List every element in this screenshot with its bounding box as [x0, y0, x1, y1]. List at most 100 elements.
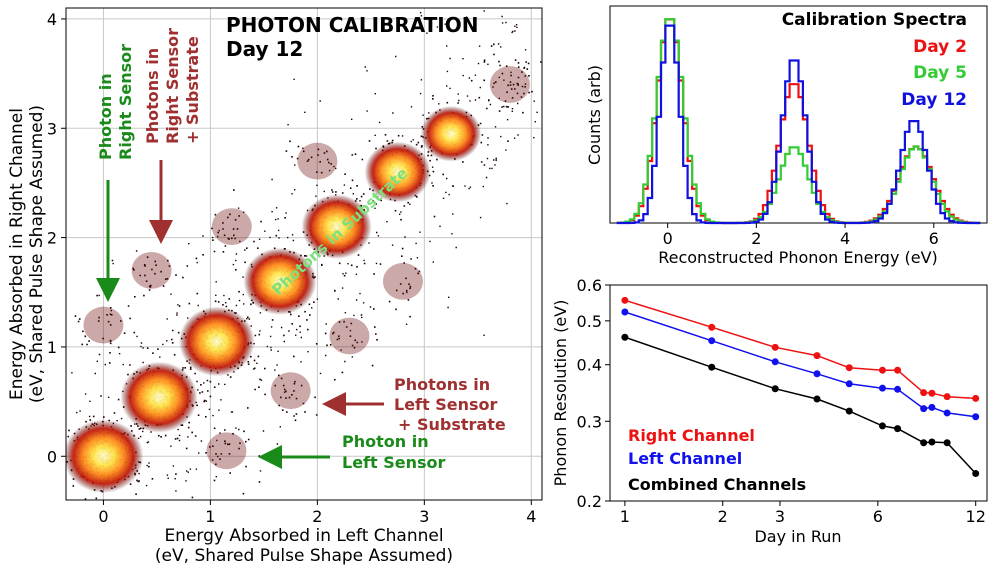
resolution-point-left-channel	[878, 384, 886, 392]
spectra-xtick-label: 2	[751, 229, 761, 248]
scatter-xtick-label: 2	[312, 507, 322, 526]
scatter-cluster	[329, 317, 370, 355]
scatter-cluster	[297, 142, 338, 180]
scatter-ytick-label: 2	[47, 229, 57, 248]
annotation-right-substrate-line3: + Substrate	[183, 36, 202, 144]
resolution-point-left-channel	[920, 405, 928, 413]
legend-day-5: Day 5	[913, 63, 967, 83]
scatter-cluster	[489, 66, 530, 103]
resolution-point-left-channel	[813, 370, 821, 378]
resolution-ytick-label: 0.6	[577, 276, 602, 295]
scatter-xlabel: Energy Absorbed in Left Channel	[164, 526, 443, 546]
resolution-point-right-channel	[708, 323, 716, 331]
resolution-ytick-label: 0.4	[577, 356, 602, 375]
resolution-point-combined-channels	[972, 470, 980, 478]
annotation-photon-in-left-sensor: Photon in Left Sensor	[258, 432, 446, 472]
photon-calibration-panel: 0 1 2 3 4 0 1 2 3 4 PHOTON CALIBRATION Day 12 Ene…	[7, 7, 543, 566]
spectra-xtick-label: 6	[929, 229, 939, 248]
resolution-point-left-channel	[943, 409, 951, 417]
resolution-point-right-channel	[845, 364, 853, 372]
annotation-photon-in-right-sensor: Photon in Right Sensor	[96, 44, 135, 302]
resolution-point-combined-channels	[878, 422, 886, 430]
annotation-photon-in-right-line2: Right Sensor	[116, 44, 135, 160]
resolution-point-combined-channels	[928, 438, 936, 446]
scatter-density-clusters	[66, 66, 530, 494]
resolution-point-combined-channels	[771, 385, 779, 393]
resolution-point-combined-channels	[845, 407, 853, 415]
scatter-cluster	[382, 262, 423, 300]
resolution-point-right-channel	[813, 352, 821, 360]
resolution-frame	[609, 284, 988, 502]
resolution-point-right-channel	[920, 389, 928, 397]
spectra-lines	[616, 18, 981, 225]
resolution-point-left-channel	[972, 413, 980, 421]
spectra-ylabel: Counts (arb)	[585, 65, 604, 165]
phonon-resolution-panel: 1 2 3 6 120.20.30.40.50.6 Right Channel Left…	[551, 276, 988, 546]
scatter-cluster	[66, 419, 144, 494]
scatter-xlabel-2: (eV, Shared Pulse Shape Assumed)	[155, 546, 453, 566]
resolution-point-right-channel	[771, 343, 779, 351]
resolution-xtick-label: 3	[775, 507, 785, 526]
scatter-cluster	[131, 252, 172, 289]
resolution-point-right-channel	[928, 389, 936, 397]
scatter-xtick-label: 4	[526, 507, 536, 526]
annotation-photon-in-left-line2: Left Sensor	[342, 453, 446, 472]
resolution-ticks: 1 2 3 6 120.20.30.40.50.6	[577, 276, 986, 526]
resolution-point-combined-channels	[894, 425, 902, 433]
annotation-right-substrate-line2: Right Sensor	[163, 28, 182, 144]
scatter-cluster	[420, 105, 482, 162]
resolution-point-combined-channels	[621, 333, 629, 341]
annotation-left-substrate-line1: Photons in	[394, 375, 490, 394]
resolution-ytick-label: 0.3	[577, 412, 602, 431]
annotation-photons-left-substrate: Photons in Left Sensor + Substrate	[322, 375, 506, 434]
resolution-point-left-channel	[928, 403, 936, 411]
resolution-series-left-channel	[624, 311, 976, 418]
annotation-left-substrate-line3: + Substrate	[398, 415, 506, 434]
resolution-xtick-label: 12	[966, 507, 986, 526]
legend-day-2: Day 2	[913, 37, 967, 57]
scatter-ytick-label: 1	[47, 338, 57, 357]
resolution-ylabel: Phonon Resolution (eV)	[551, 300, 570, 487]
resolution-point-right-channel	[972, 394, 980, 402]
legend-day-12: Day 12	[901, 90, 967, 110]
resolution-xtick-label: 2	[718, 507, 728, 526]
resolution-point-combined-channels	[920, 439, 928, 447]
resolution-xtick-label: 1	[620, 507, 630, 526]
scatter-ytick-label: 4	[47, 10, 57, 29]
spectra-ticks: 0 2 4 6	[663, 223, 939, 248]
spectra-series-day-12	[616, 24, 981, 225]
annotation-right-substrate-line1: Photons in	[143, 48, 162, 144]
resolution-xlabel: Day in Run	[754, 527, 841, 546]
resolution-point-left-channel	[621, 308, 629, 316]
spectra-xtick-label: 0	[663, 229, 673, 248]
scatter-cluster	[243, 247, 317, 315]
scatter-ytick-label: 3	[47, 119, 57, 138]
scatter-ylabel: Energy Absorbed in Right Channel	[7, 108, 27, 400]
annotation-photon-in-right-line1: Photon in	[96, 73, 115, 160]
scatter-cluster	[120, 361, 198, 433]
scatter-xtick-label: 0	[98, 507, 108, 526]
scatter-ytick-label: 0	[47, 447, 57, 466]
scatter-cluster	[364, 141, 431, 203]
annotation-photon-in-left-line1: Photon in	[342, 432, 429, 451]
resolution-ytick-label: 0.2	[577, 492, 602, 511]
scatter-xtick-label: 1	[205, 507, 215, 526]
resolution-point-combined-channels	[708, 363, 716, 371]
scatter-cluster	[83, 306, 124, 344]
scatter-ylabel-2: (eV, Shared Pulse Shape Assumed)	[27, 105, 47, 403]
scatter-cluster	[270, 372, 311, 410]
resolution-point-left-channel	[771, 358, 779, 366]
resolution-point-right-channel	[621, 296, 629, 304]
spectra-xtick-label: 4	[840, 229, 850, 248]
scatter-subtitle: Day 12	[226, 37, 303, 61]
resolution-lines	[621, 296, 980, 478]
scatter-frame	[65, 7, 543, 501]
resolution-point-right-channel	[943, 393, 951, 401]
scatter-cluster	[301, 194, 372, 259]
spectra-title: Calibration Spectra	[782, 10, 967, 30]
legend-right-channel: Right Channel	[628, 426, 755, 445]
resolution-point-left-channel	[894, 385, 902, 393]
scatter-cluster	[206, 432, 247, 470]
scatter-axes-ticks: 0 1 2 3 4 0 1 2 3 4	[47, 10, 537, 526]
resolution-point-right-channel	[878, 366, 886, 374]
